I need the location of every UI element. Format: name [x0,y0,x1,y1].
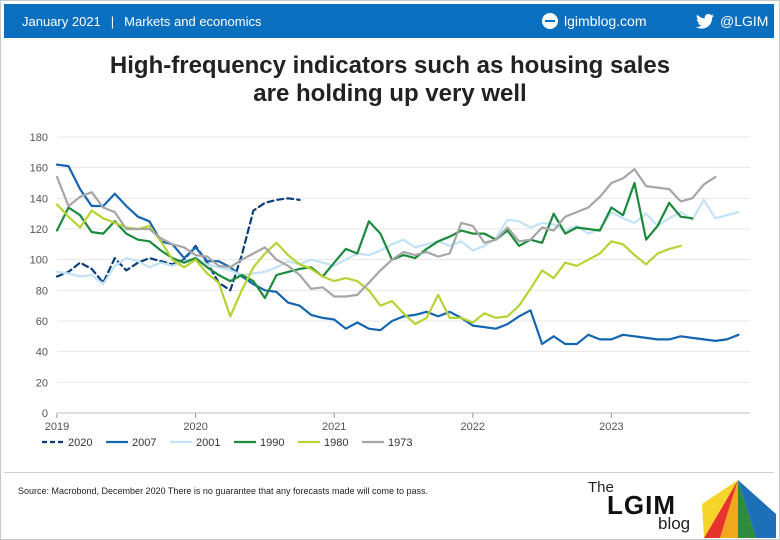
header-category[interactable]: Markets and economics [124,14,262,29]
y-tick-label: 160 [30,163,48,175]
legend-label-2007: 2007 [132,437,156,449]
x-tick-label: 2020 [183,421,207,433]
source-note: Source: Macrobond, December 2020 There i… [18,486,429,496]
y-tick-label: 20 [36,377,48,389]
y-tick-label: 60 [36,316,48,328]
umbrella-logo-icon [702,480,776,538]
legend-label-1980: 1980 [324,437,348,449]
y-tick-label: 120 [30,224,48,236]
y-tick-label: 0 [42,408,48,420]
footer-divider [4,472,774,473]
line-chart: 0 20 40 60 80 100 120 140 160 180 2019 2020 2021 2022… [30,132,750,449]
series-line-1990 [55,181,694,300]
logo-blog: blog [658,514,691,533]
series-line-1973 [55,168,717,298]
chart-title-line1: High-frequency indicators such as housin… [109,52,671,79]
x-tick-label: 2019 [45,421,69,433]
site-link[interactable]: lgimblog.com [542,13,646,29]
legend-label-2020: 2020 [68,437,92,449]
y-tick-label: 40 [36,347,48,359]
y-tick-label: 140 [30,193,48,205]
legend-label-2001: 2001 [196,437,220,449]
header-left: January 2021 | Markets and economics [22,14,261,29]
logo-lgim: LGIM [607,490,676,520]
x-tick-label: 2023 [599,421,623,433]
series-line-1980 [55,203,682,326]
globe-icon [542,13,558,29]
y-tick-label: 180 [30,132,48,144]
legend-label-1973: 1973 [388,437,412,449]
logo-the: The [588,479,614,496]
site-label: lgimblog.com [564,13,647,29]
legend-label-1990: 1990 [260,437,284,449]
twitter-label: @LGIM [720,13,769,29]
header-date: January 2021 [22,14,101,29]
header-separator: | [110,14,115,29]
header-bar: January 2021 | Markets and economics lgimb… [4,4,774,38]
chart-title-line2: are holding up very well [253,80,527,107]
x-tick-label: 2021 [322,421,346,433]
twitter-link[interactable]: @LGIM [696,13,768,29]
y-tick-label: 100 [30,255,48,267]
series-line-2020 [55,197,301,292]
x-tick-label: 2022 [461,421,485,433]
twitter-icon [696,13,714,29]
series-line-2001 [55,198,740,286]
y-tick-label: 80 [36,285,48,297]
